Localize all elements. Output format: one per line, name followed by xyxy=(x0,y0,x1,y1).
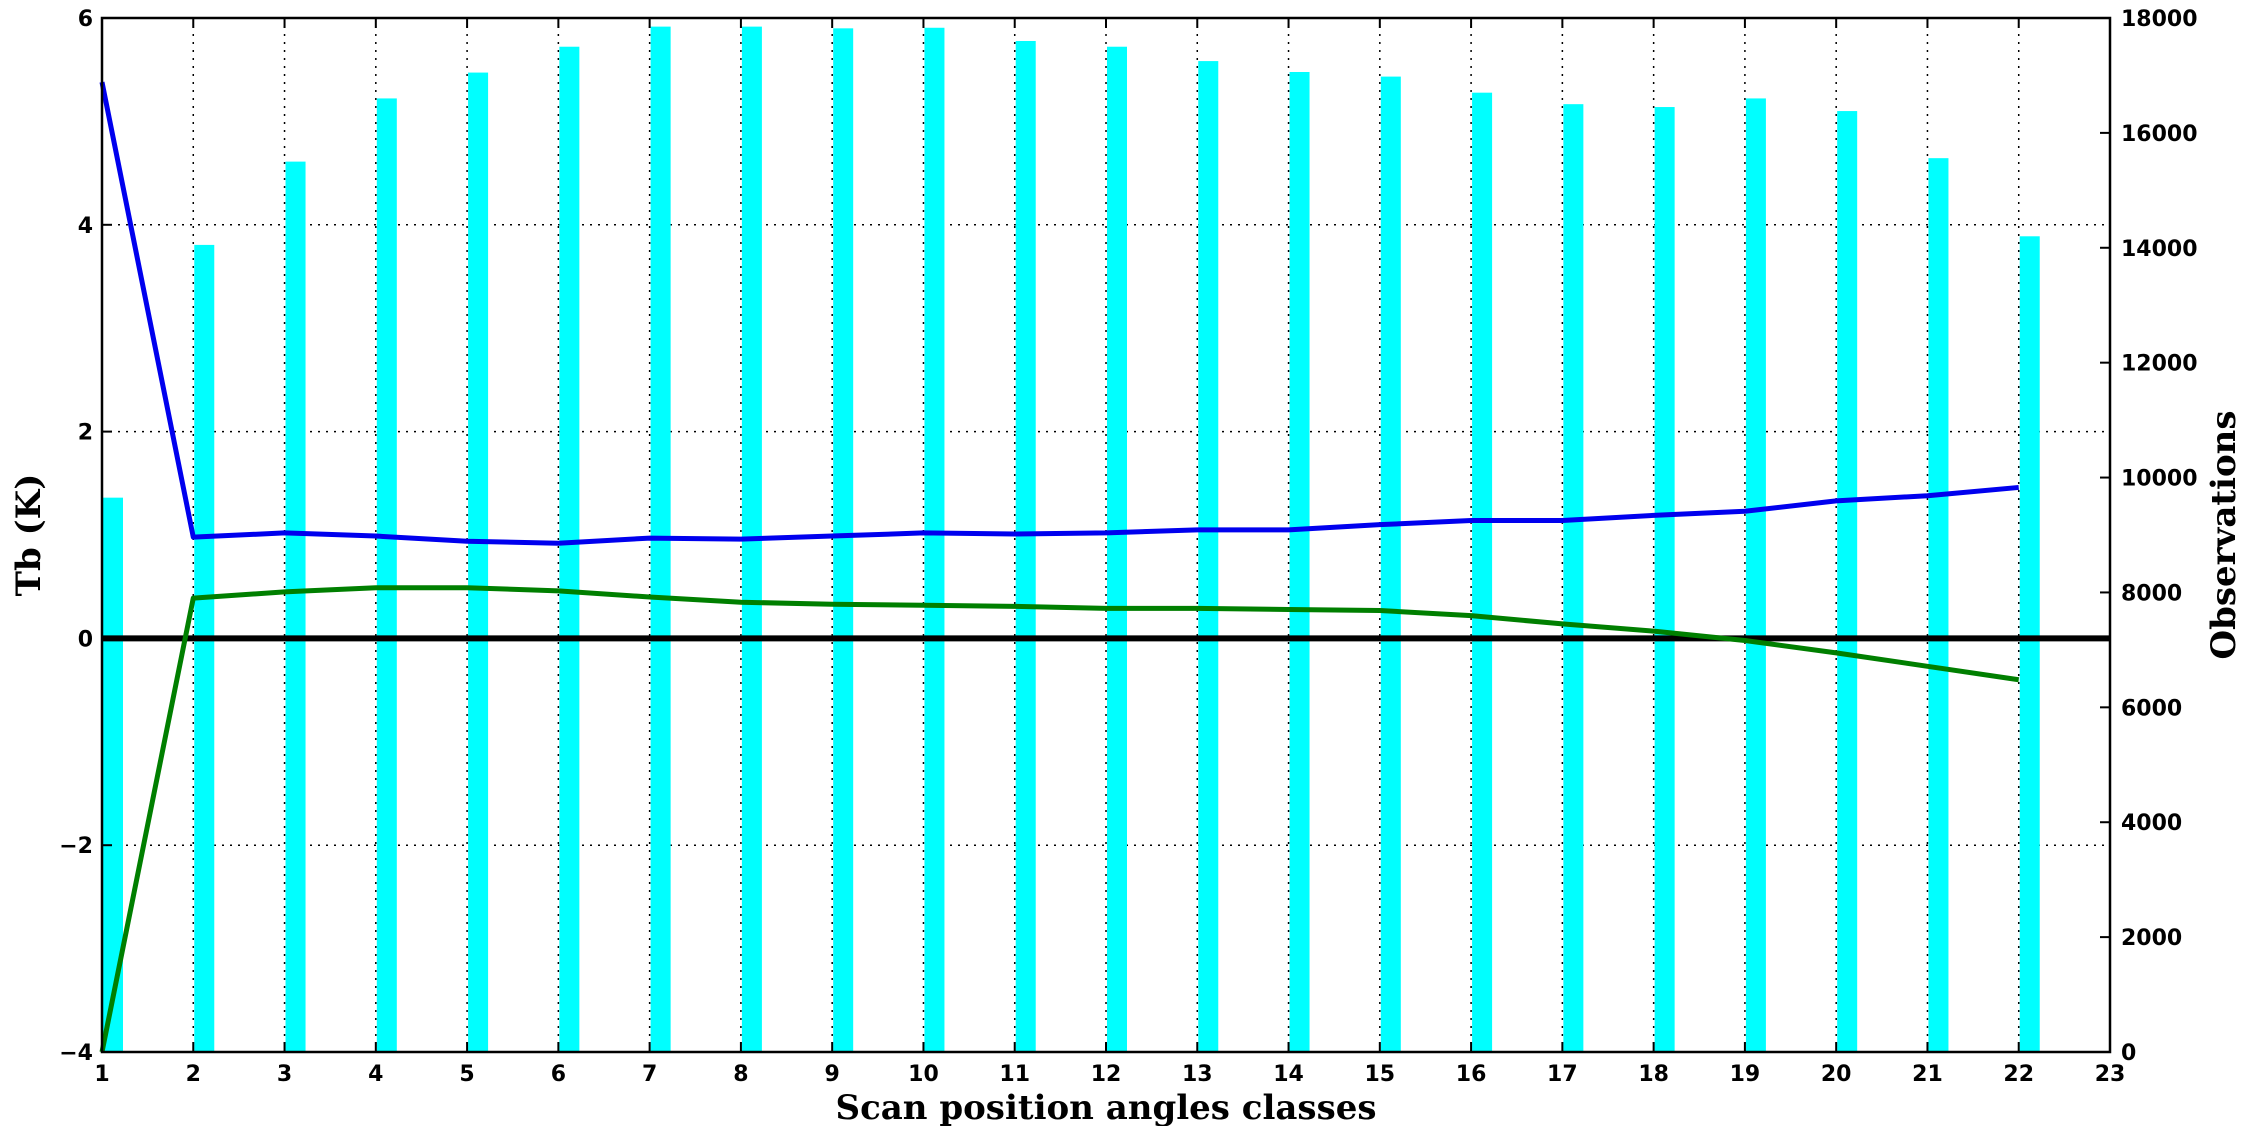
y-left-tick-label: 0 xyxy=(78,627,93,652)
y-right-tick-label: 2000 xyxy=(2121,926,2182,951)
x-tick-label: 8 xyxy=(733,1062,748,1087)
y-left-tick-label: 6 xyxy=(78,7,93,32)
bar xyxy=(1928,158,1949,1053)
bar xyxy=(833,28,854,1052)
x-tick-label: 3 xyxy=(277,1062,292,1087)
bar xyxy=(1654,107,1675,1053)
x-tick-label: 1 xyxy=(94,1062,109,1087)
y-left-tick-label: −4 xyxy=(59,1041,93,1066)
y-left-tick-label: 2 xyxy=(78,421,93,446)
x-tick-label: 12 xyxy=(1091,1062,1122,1087)
x-tick-label: 9 xyxy=(825,1062,840,1087)
bar xyxy=(1472,92,1493,1052)
x-tick-label: 18 xyxy=(1638,1062,1669,1087)
series-line-2 xyxy=(99,585,2020,1053)
x-tick-label: 13 xyxy=(1182,1062,1213,1087)
y-right-tick-label: 16000 xyxy=(2121,122,2198,147)
x-tick-label: 4 xyxy=(368,1062,383,1087)
bar xyxy=(1745,98,1766,1052)
x-tick-label: 20 xyxy=(1821,1062,1852,1087)
x-tick-label: 7 xyxy=(642,1062,657,1087)
ticks: 1 2 3 4 5 6 7 8 9 10 11 12 13 14 15 16 17 18 19 20 21 22 23−4−… xyxy=(59,7,2197,1087)
bar xyxy=(1198,61,1219,1053)
bar xyxy=(1563,104,1584,1052)
x-tick-label: 22 xyxy=(2003,1062,2034,1087)
bar xyxy=(1107,46,1127,1052)
x-tick-label: 21 xyxy=(1912,1062,1943,1087)
x-tick-label: 17 xyxy=(1547,1062,1578,1087)
y-right-tick-label: 18000 xyxy=(2121,7,2198,32)
bar xyxy=(285,161,306,1053)
bar xyxy=(1015,40,1036,1052)
series-line-1 xyxy=(99,81,2019,546)
y-right-tick-label: 8000 xyxy=(2121,581,2182,606)
y-right-tick-label: 10000 xyxy=(2121,467,2198,492)
bar xyxy=(559,46,580,1052)
x-tick-label: 5 xyxy=(459,1062,474,1087)
x-tick-label: 2 xyxy=(186,1062,201,1087)
y-right-tick-label: 4000 xyxy=(2121,811,2182,836)
y-right-tick-label: 0 xyxy=(2121,1041,2136,1066)
bar xyxy=(468,72,489,1053)
x-tick-label: 10 xyxy=(908,1062,939,1087)
x-tick-label: 16 xyxy=(1456,1062,1487,1087)
y-right-tick-label: 14000 xyxy=(2121,237,2198,262)
x-tick-label: 23 xyxy=(2095,1062,2126,1087)
x-tick-label: 11 xyxy=(999,1062,1030,1087)
y-right-tick-label: 12000 xyxy=(2121,352,2198,377)
x-tick-label: 15 xyxy=(1365,1062,1396,1087)
x-axis-title: Scan position angles classes xyxy=(836,1088,1377,1126)
series-lines xyxy=(99,81,2020,1053)
y-axis-right-title: Observations xyxy=(2204,410,2244,659)
y-left-tick-label: −2 xyxy=(59,834,93,859)
bar xyxy=(1289,71,1310,1052)
bar xyxy=(2019,236,2040,1053)
x-tick-label: 6 xyxy=(551,1062,566,1087)
x-tick-label: 14 xyxy=(1273,1062,1304,1087)
x-tick-label: 19 xyxy=(1730,1062,1761,1087)
y-left-tick-label: 4 xyxy=(78,214,93,239)
bar xyxy=(1837,111,1858,1052)
y-axis-left-title: Tb (K) xyxy=(9,474,49,597)
bar xyxy=(376,98,397,1052)
bar xyxy=(194,244,215,1053)
bar xyxy=(924,27,945,1053)
bar xyxy=(1380,76,1401,1053)
y-right-tick-label: 6000 xyxy=(2121,696,2182,721)
